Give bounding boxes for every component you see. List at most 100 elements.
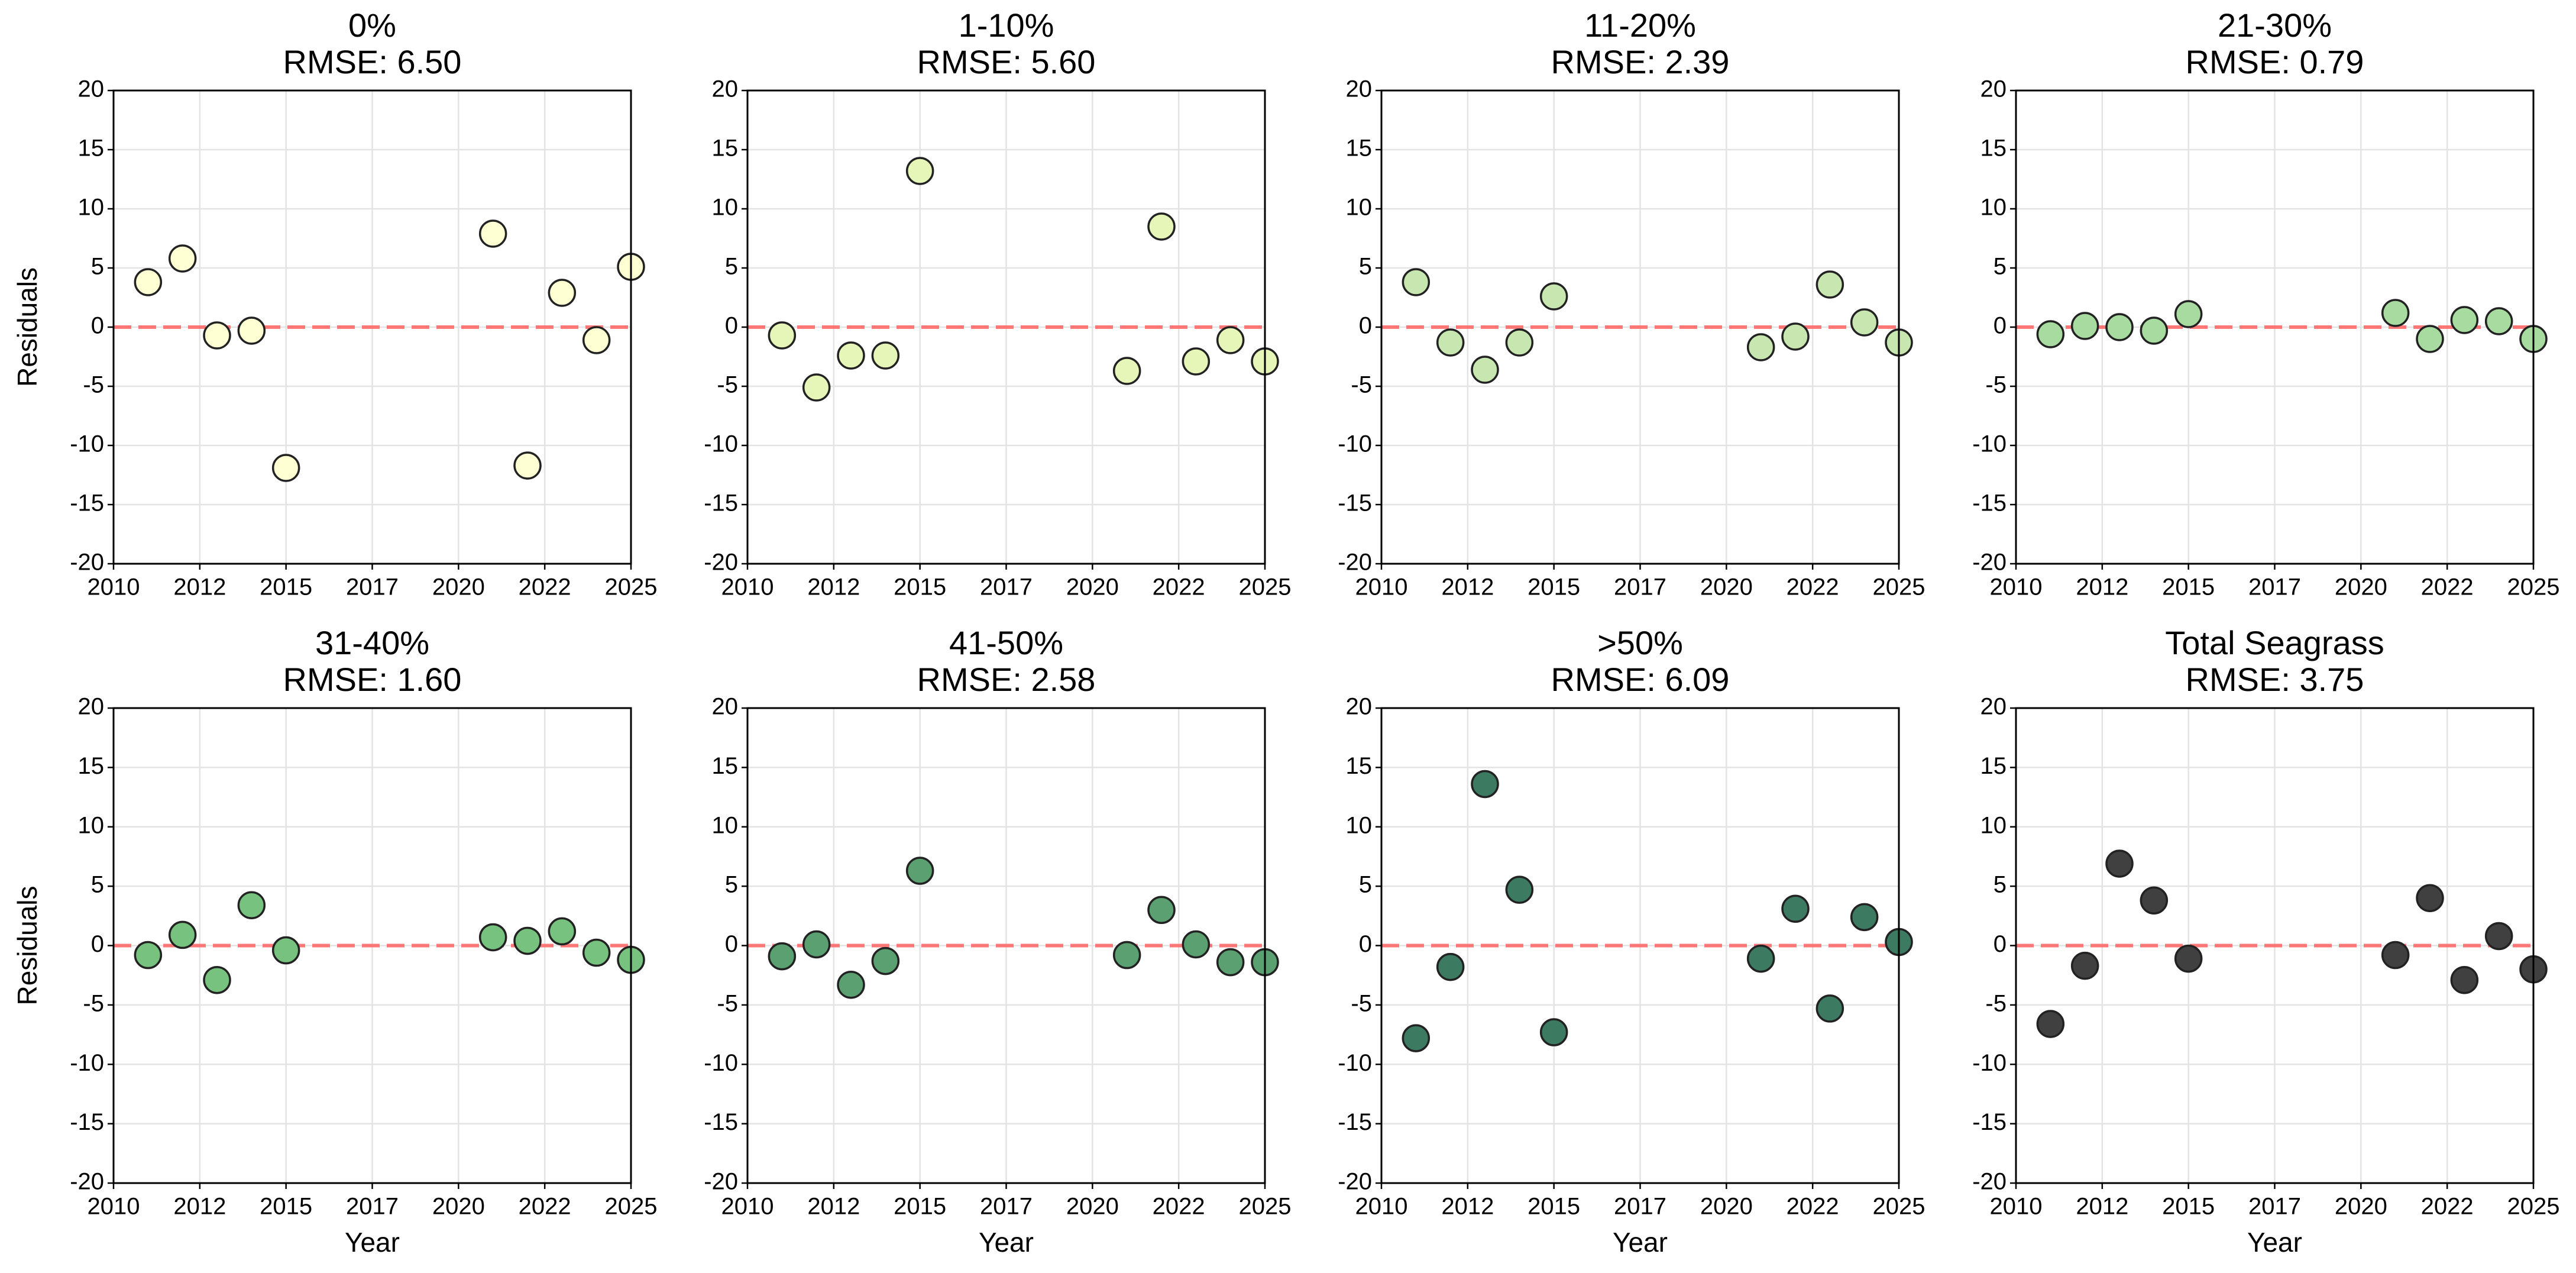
- x-tick-label: 2015: [894, 574, 946, 600]
- y-tick-label: -5: [83, 372, 104, 398]
- x-tick-label: 2017: [346, 1194, 399, 1220]
- point: [905, 157, 934, 185]
- y-tick-label: -20: [1972, 550, 2007, 576]
- point: [1436, 328, 1465, 357]
- point: [802, 930, 831, 959]
- y-tick-label: -10: [1972, 431, 2007, 457]
- panel-subtitle: RMSE: 1.60: [283, 661, 462, 698]
- axes-frame: [746, 707, 1266, 1184]
- point: [2416, 325, 2444, 353]
- point: [2070, 951, 2099, 980]
- point: [237, 316, 266, 345]
- point: [513, 451, 542, 480]
- point: [768, 942, 797, 971]
- panel-subtitle: RMSE: 5.60: [917, 43, 1096, 80]
- y-tick-label: -15: [70, 490, 104, 516]
- y-tick-label: 0: [725, 313, 738, 339]
- point: [2174, 300, 2203, 328]
- point: [1471, 770, 1499, 799]
- axes-frame: [2015, 707, 2535, 1184]
- point: [802, 373, 831, 402]
- point: [203, 321, 231, 350]
- point: [2140, 886, 2169, 915]
- point: [2174, 944, 2203, 973]
- x-tick-label: 2015: [260, 574, 312, 600]
- x-tick-label: 2017: [1614, 574, 1666, 600]
- y-tick-label: 10: [712, 812, 739, 838]
- point: [2484, 307, 2513, 335]
- x-tick-label: 2015: [260, 1194, 312, 1220]
- y-tick-label: 15: [1980, 753, 2007, 779]
- point: [168, 244, 197, 273]
- y-tick-label: 0: [91, 313, 104, 339]
- y-tick-label: -20: [704, 1169, 738, 1195]
- x-tick-label: 2025: [1873, 574, 1925, 600]
- y-tick-label: -15: [70, 1109, 104, 1135]
- point: [871, 341, 900, 370]
- y-tick-label: -5: [1351, 990, 1372, 1016]
- point: [1850, 308, 1879, 337]
- y-tick-label: -10: [1338, 1050, 1372, 1076]
- x-tick-label: 2010: [1990, 574, 2043, 600]
- x-tick-label: 2022: [2421, 574, 2474, 600]
- point: [1505, 875, 1534, 904]
- x-tick-label: 2020: [2335, 1194, 2387, 1220]
- x-axis-label: Year: [979, 1227, 1034, 1258]
- y-tick-label: -15: [1338, 490, 1372, 516]
- y-tick-label: 20: [1980, 76, 2007, 102]
- x-tick-label: 2025: [1239, 1194, 1292, 1220]
- point: [1781, 894, 1810, 923]
- x-tick-label: 2022: [1153, 1194, 1205, 1220]
- x-tick-label: 2020: [432, 574, 485, 600]
- panel-title: 1-10%: [959, 7, 1054, 44]
- y-tick-label: -20: [70, 1169, 104, 1195]
- y-tick-label: -10: [70, 431, 104, 457]
- y-tick-label: 5: [91, 254, 104, 280]
- x-tick-label: 2012: [807, 574, 860, 600]
- y-tick-label: 20: [1980, 694, 2007, 720]
- panel-subtitle: RMSE: 2.58: [917, 661, 1096, 698]
- point: [582, 938, 611, 967]
- y-tick-label: -15: [1338, 1109, 1372, 1135]
- panel-subtitle: RMSE: 6.09: [1551, 661, 1730, 698]
- point: [768, 321, 797, 350]
- point: [2105, 849, 2134, 878]
- y-tick-label: -5: [1985, 372, 2007, 398]
- y-tick-label: -10: [1972, 1050, 2007, 1076]
- point: [2484, 922, 2513, 951]
- point: [2036, 1010, 2065, 1038]
- x-tick-label: 2015: [1528, 1194, 1580, 1220]
- y-tick-label: -15: [1972, 1109, 2007, 1135]
- point: [203, 965, 231, 994]
- panel-subtitle: RMSE: 6.50: [283, 43, 462, 80]
- x-axis-label: Year: [345, 1227, 400, 1258]
- axes-frame: [1380, 707, 1900, 1184]
- y-tick-label: 0: [1359, 931, 1372, 957]
- y-tick-label: -20: [1338, 550, 1372, 576]
- y-tick-label: 10: [1980, 812, 2007, 838]
- x-tick-label: 2010: [88, 574, 140, 600]
- y-tick-label: 15: [78, 135, 105, 161]
- y-tick-label: 20: [712, 76, 739, 102]
- y-tick-label: 10: [1980, 195, 2007, 221]
- x-tick-label: 2022: [519, 1194, 571, 1220]
- panel-title: 11-20%: [1584, 7, 1696, 44]
- point: [905, 857, 934, 885]
- point: [2036, 320, 2065, 348]
- panel-subtitle: RMSE: 3.75: [2186, 661, 2364, 698]
- point: [2070, 312, 2099, 340]
- point: [1816, 270, 1844, 299]
- axes-frame: [112, 89, 632, 565]
- x-tick-label: 2022: [1153, 574, 1205, 600]
- point: [837, 341, 865, 370]
- y-tick-label: 5: [725, 872, 738, 898]
- x-tick-label: 2010: [1355, 1194, 1408, 1220]
- point: [513, 926, 542, 955]
- x-tick-label: 2012: [1441, 1194, 1494, 1220]
- y-tick-label: -20: [704, 550, 738, 576]
- y-tick-label: -5: [83, 990, 104, 1016]
- x-tick-label: 2025: [2507, 574, 2560, 600]
- y-tick-label: 20: [78, 76, 105, 102]
- x-tick-label: 2022: [1787, 1194, 1839, 1220]
